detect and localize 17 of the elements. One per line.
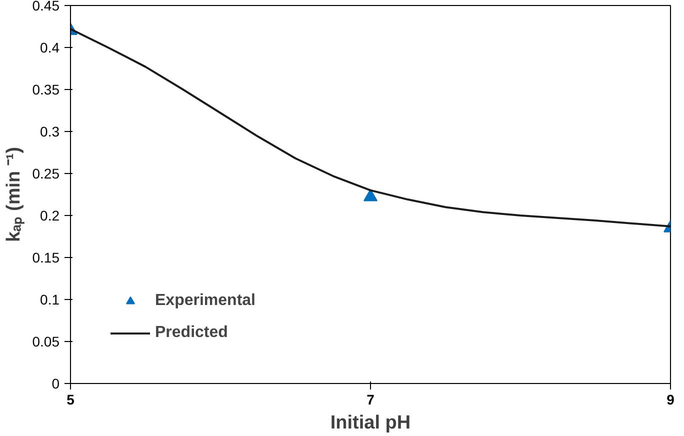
- y-tick-label: 0.4: [40, 40, 60, 56]
- y-tick-label: 0.3: [40, 124, 60, 140]
- y-axis-title: kₐₚ (min ⁻¹): [3, 146, 24, 242]
- y-tick-label: 0.2: [40, 208, 60, 224]
- y-tick-label: 0.45: [32, 0, 60, 14]
- x-tick-label: 5: [66, 392, 75, 408]
- legend-label: Predicted: [155, 324, 228, 342]
- y-tick-label: 0.1: [40, 292, 60, 308]
- x-axis-title: Initial pH: [330, 412, 411, 434]
- y-tick-label: 0.15: [32, 250, 60, 266]
- x-tick-label: 9: [666, 392, 675, 408]
- y-tick-label: 0.05: [32, 334, 60, 350]
- y-tick-label: 0.35: [32, 82, 60, 98]
- legend-label: Experimental: [155, 292, 256, 310]
- x-tick-label: 7: [366, 392, 375, 408]
- y-tick-label: 0.25: [32, 166, 60, 182]
- y-tick-label: 0: [52, 376, 60, 392]
